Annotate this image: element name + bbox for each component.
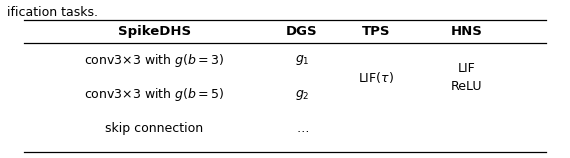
Text: conv3$\times$3 with $g(b=5)$: conv3$\times$3 with $g(b=5)$ — [84, 86, 225, 103]
Text: conv3$\times$3 with $g(b=3)$: conv3$\times$3 with $g(b=3)$ — [84, 52, 225, 69]
Text: LIF($\tau$): LIF($\tau$) — [358, 70, 394, 85]
Text: DGS: DGS — [286, 25, 318, 38]
Text: $g_2$: $g_2$ — [295, 88, 310, 102]
Text: LIF
ReLU: LIF ReLU — [451, 62, 482, 93]
Text: ification tasks.: ification tasks. — [7, 6, 98, 19]
Text: skip connection: skip connection — [105, 122, 203, 135]
Text: TPS: TPS — [361, 25, 390, 38]
Text: $g_1$: $g_1$ — [295, 53, 310, 67]
Text: HNS: HNS — [450, 25, 482, 38]
Text: SpikeDHS: SpikeDHS — [118, 25, 191, 38]
Text: $\ldots$: $\ldots$ — [295, 122, 308, 135]
